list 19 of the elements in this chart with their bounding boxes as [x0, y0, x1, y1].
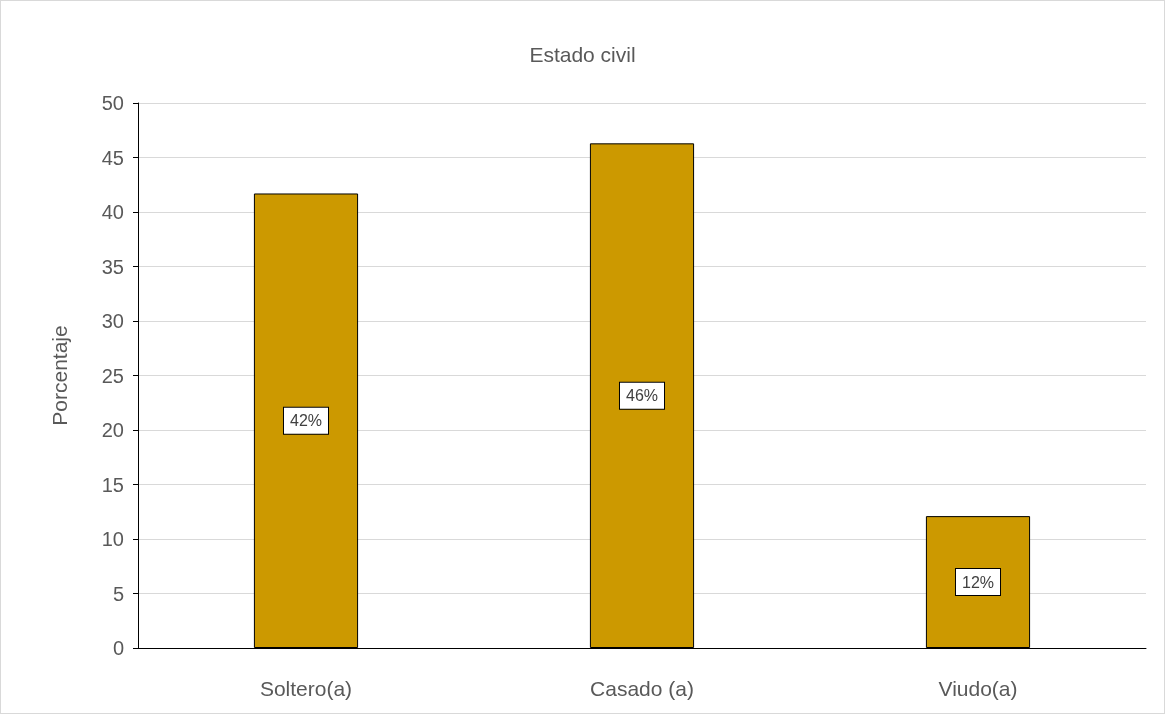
- chart-title: Estado civil: [529, 43, 636, 66]
- x-tick-label: Casado (a): [590, 677, 694, 700]
- y-tick-label: 0: [112, 637, 124, 659]
- y-tick-label: 30: [101, 310, 124, 332]
- y-tick-label: 35: [101, 255, 124, 278]
- y-tick-label: 20: [101, 419, 124, 441]
- y-tick-label: 15: [101, 473, 124, 496]
- y-tick-label: 10: [101, 528, 124, 550]
- data-label: 46%: [625, 387, 659, 405]
- data-label: 42%: [289, 412, 323, 430]
- x-tick-label: Soltero(a): [259, 677, 353, 700]
- y-tick-label: 40: [101, 201, 124, 223]
- data-label: 12%: [961, 573, 995, 591]
- y-tick-label: 5: [112, 582, 124, 605]
- y-axis-title: Porcentaje: [48, 325, 71, 426]
- y-tick-label: 45: [101, 146, 124, 169]
- y-tick-label: 25: [101, 364, 124, 387]
- x-tick-label: Viudo(a): [938, 677, 1018, 700]
- y-tick-label: 50: [101, 92, 124, 114]
